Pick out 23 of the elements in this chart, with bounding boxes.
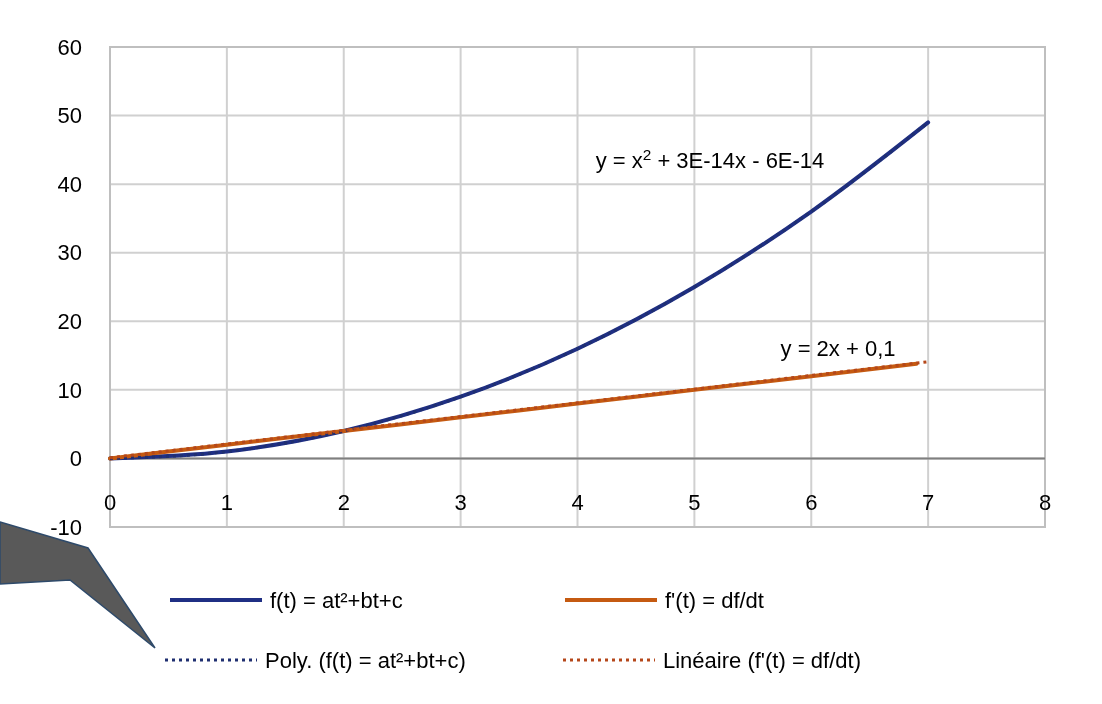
annotation: y = x$^{2}$ + 3E-14x - 6E-14 — [595, 145, 825, 173]
x-tick-label: 6 — [805, 490, 818, 516]
legend-label: Poly. (f(t) = at²+bt+c) — [265, 647, 466, 673]
legend-label: Linéaire (f'(t) = df/dt) — [663, 647, 861, 673]
legend-label: f'(t) = df/dt — [665, 587, 764, 613]
annotation: y = 2x + 0,1 — [780, 336, 896, 361]
y-tick-label: -10 — [50, 514, 82, 540]
x-tick-label: 1 — [220, 490, 233, 516]
y-tick-label: 60 — [57, 34, 82, 60]
x-tick-label: 0 — [103, 490, 117, 516]
y-tick-label: 0 — [69, 446, 82, 472]
y-tick-label: 30 — [57, 240, 82, 266]
y-tick-label: 50 — [57, 103, 82, 129]
x-tick-label: 2 — [337, 490, 350, 516]
x-tick-label: 5 — [688, 490, 701, 516]
x-tick-label: 3 — [454, 490, 467, 516]
legend-label: f(t) = at²+bt+c — [270, 587, 403, 613]
y-tick-label: 40 — [57, 171, 82, 197]
y-tick-label: 20 — [57, 308, 82, 334]
x-tick-label: 4 — [571, 490, 584, 516]
x-tick-label: 7 — [922, 490, 935, 516]
x-tick-label: 8 — [1038, 490, 1052, 516]
y-tick-label: 10 — [57, 377, 82, 403]
